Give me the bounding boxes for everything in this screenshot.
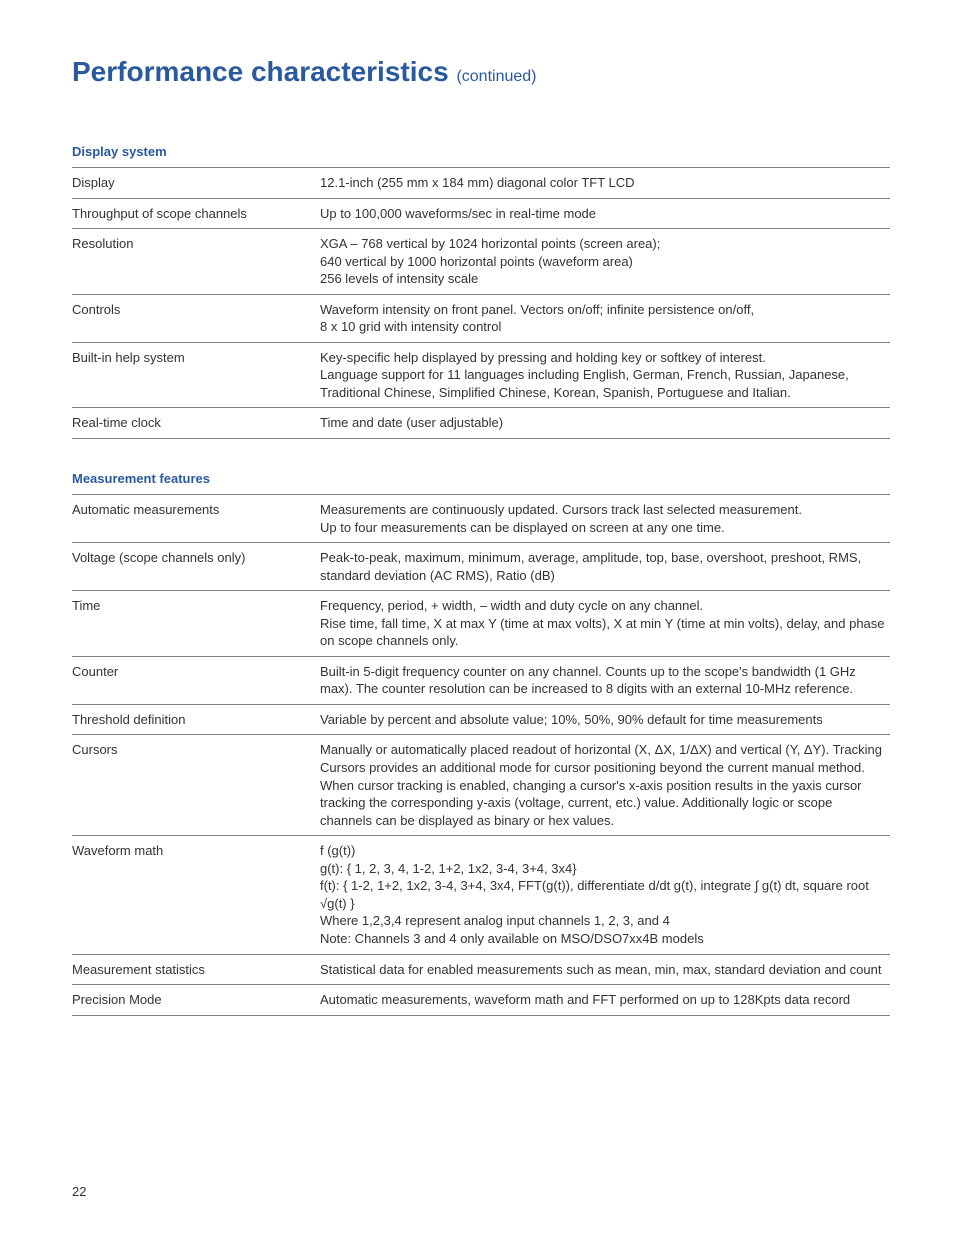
page: Performance characteristics (continued) … (0, 0, 954, 1235)
spec-value: Built-in 5-digit frequency counter on an… (320, 656, 890, 704)
table-row: CounterBuilt-in 5-digit frequency counte… (72, 656, 890, 704)
spec-value: Waveform intensity on front panel. Vecto… (320, 294, 890, 342)
spec-label: Measurement statistics (72, 954, 320, 985)
page-title: Performance characteristics (continued) (72, 56, 890, 88)
spec-label: Display (72, 168, 320, 199)
table-row: Measurement statisticsStatistical data f… (72, 954, 890, 985)
table-row: Waveform mathf (g(t))g(t): { 1, 2, 3, 4,… (72, 836, 890, 954)
table-row: Precision ModeAutomatic measurements, wa… (72, 985, 890, 1016)
table-row: Threshold definitionVariable by percent … (72, 704, 890, 735)
section-heading: Display system (72, 144, 890, 159)
spec-label: Counter (72, 656, 320, 704)
spec-value: Frequency, period, + width, – width and … (320, 591, 890, 657)
spec-label: Threshold definition (72, 704, 320, 735)
spec-label: Automatic measurements (72, 495, 320, 543)
spec-label: Controls (72, 294, 320, 342)
spec-label: Real-time clock (72, 408, 320, 439)
spec-table: Automatic measurementsMeasurements are c… (72, 494, 890, 1016)
table-row: Automatic measurementsMeasurements are c… (72, 495, 890, 543)
table-row: ControlsWaveform intensity on front pane… (72, 294, 890, 342)
table-row: Display12.1-inch (255 mm x 184 mm) diago… (72, 168, 890, 199)
spec-value: f (g(t))g(t): { 1, 2, 3, 4, 1-2, 1+2, 1x… (320, 836, 890, 954)
spec-label: Waveform math (72, 836, 320, 954)
spec-value: Time and date (user adjustable) (320, 408, 890, 439)
table-row: Voltage (scope channels only)Peak-to-pea… (72, 543, 890, 591)
spec-value: Peak-to-peak, maximum, minimum, average,… (320, 543, 890, 591)
spec-value: Up to 100,000 waveforms/sec in real-time… (320, 198, 890, 229)
spec-value: XGA – 768 vertical by 1024 horizontal po… (320, 229, 890, 295)
spec-value: Key-specific help displayed by pressing … (320, 342, 890, 408)
spec-value: Measurements are continuously updated. C… (320, 495, 890, 543)
page-number: 22 (72, 1184, 86, 1199)
title-main: Performance characteristics (72, 56, 456, 87)
table-row: TimeFrequency, period, + width, – width … (72, 591, 890, 657)
spec-label: Precision Mode (72, 985, 320, 1016)
spec-value: Manually or automatically placed readout… (320, 735, 890, 836)
spec-label: Cursors (72, 735, 320, 836)
spec-label: Throughput of scope channels (72, 198, 320, 229)
table-row: ResolutionXGA – 768 vertical by 1024 hor… (72, 229, 890, 295)
table-row: CursorsManually or automatically placed … (72, 735, 890, 836)
section-heading: Measurement features (72, 471, 890, 486)
title-continued: (continued) (456, 68, 536, 85)
table-row: Throughput of scope channelsUp to 100,00… (72, 198, 890, 229)
spec-value: Statistical data for enabled measurement… (320, 954, 890, 985)
spec-label: Built-in help system (72, 342, 320, 408)
spec-label: Resolution (72, 229, 320, 295)
sections-host: Display system Display12.1-inch (255 mm x… (72, 144, 890, 1016)
spec-value: Automatic measurements, waveform math an… (320, 985, 890, 1016)
spec-table: Display12.1-inch (255 mm x 184 mm) diago… (72, 167, 890, 439)
spec-label: Voltage (scope channels only) (72, 543, 320, 591)
spec-value: 12.1-inch (255 mm x 184 mm) diagonal col… (320, 168, 890, 199)
spec-value: Variable by percent and absolute value; … (320, 704, 890, 735)
table-row: Real-time clockTime and date (user adjus… (72, 408, 890, 439)
table-row: Built-in help systemKey-specific help di… (72, 342, 890, 408)
spec-label: Time (72, 591, 320, 657)
